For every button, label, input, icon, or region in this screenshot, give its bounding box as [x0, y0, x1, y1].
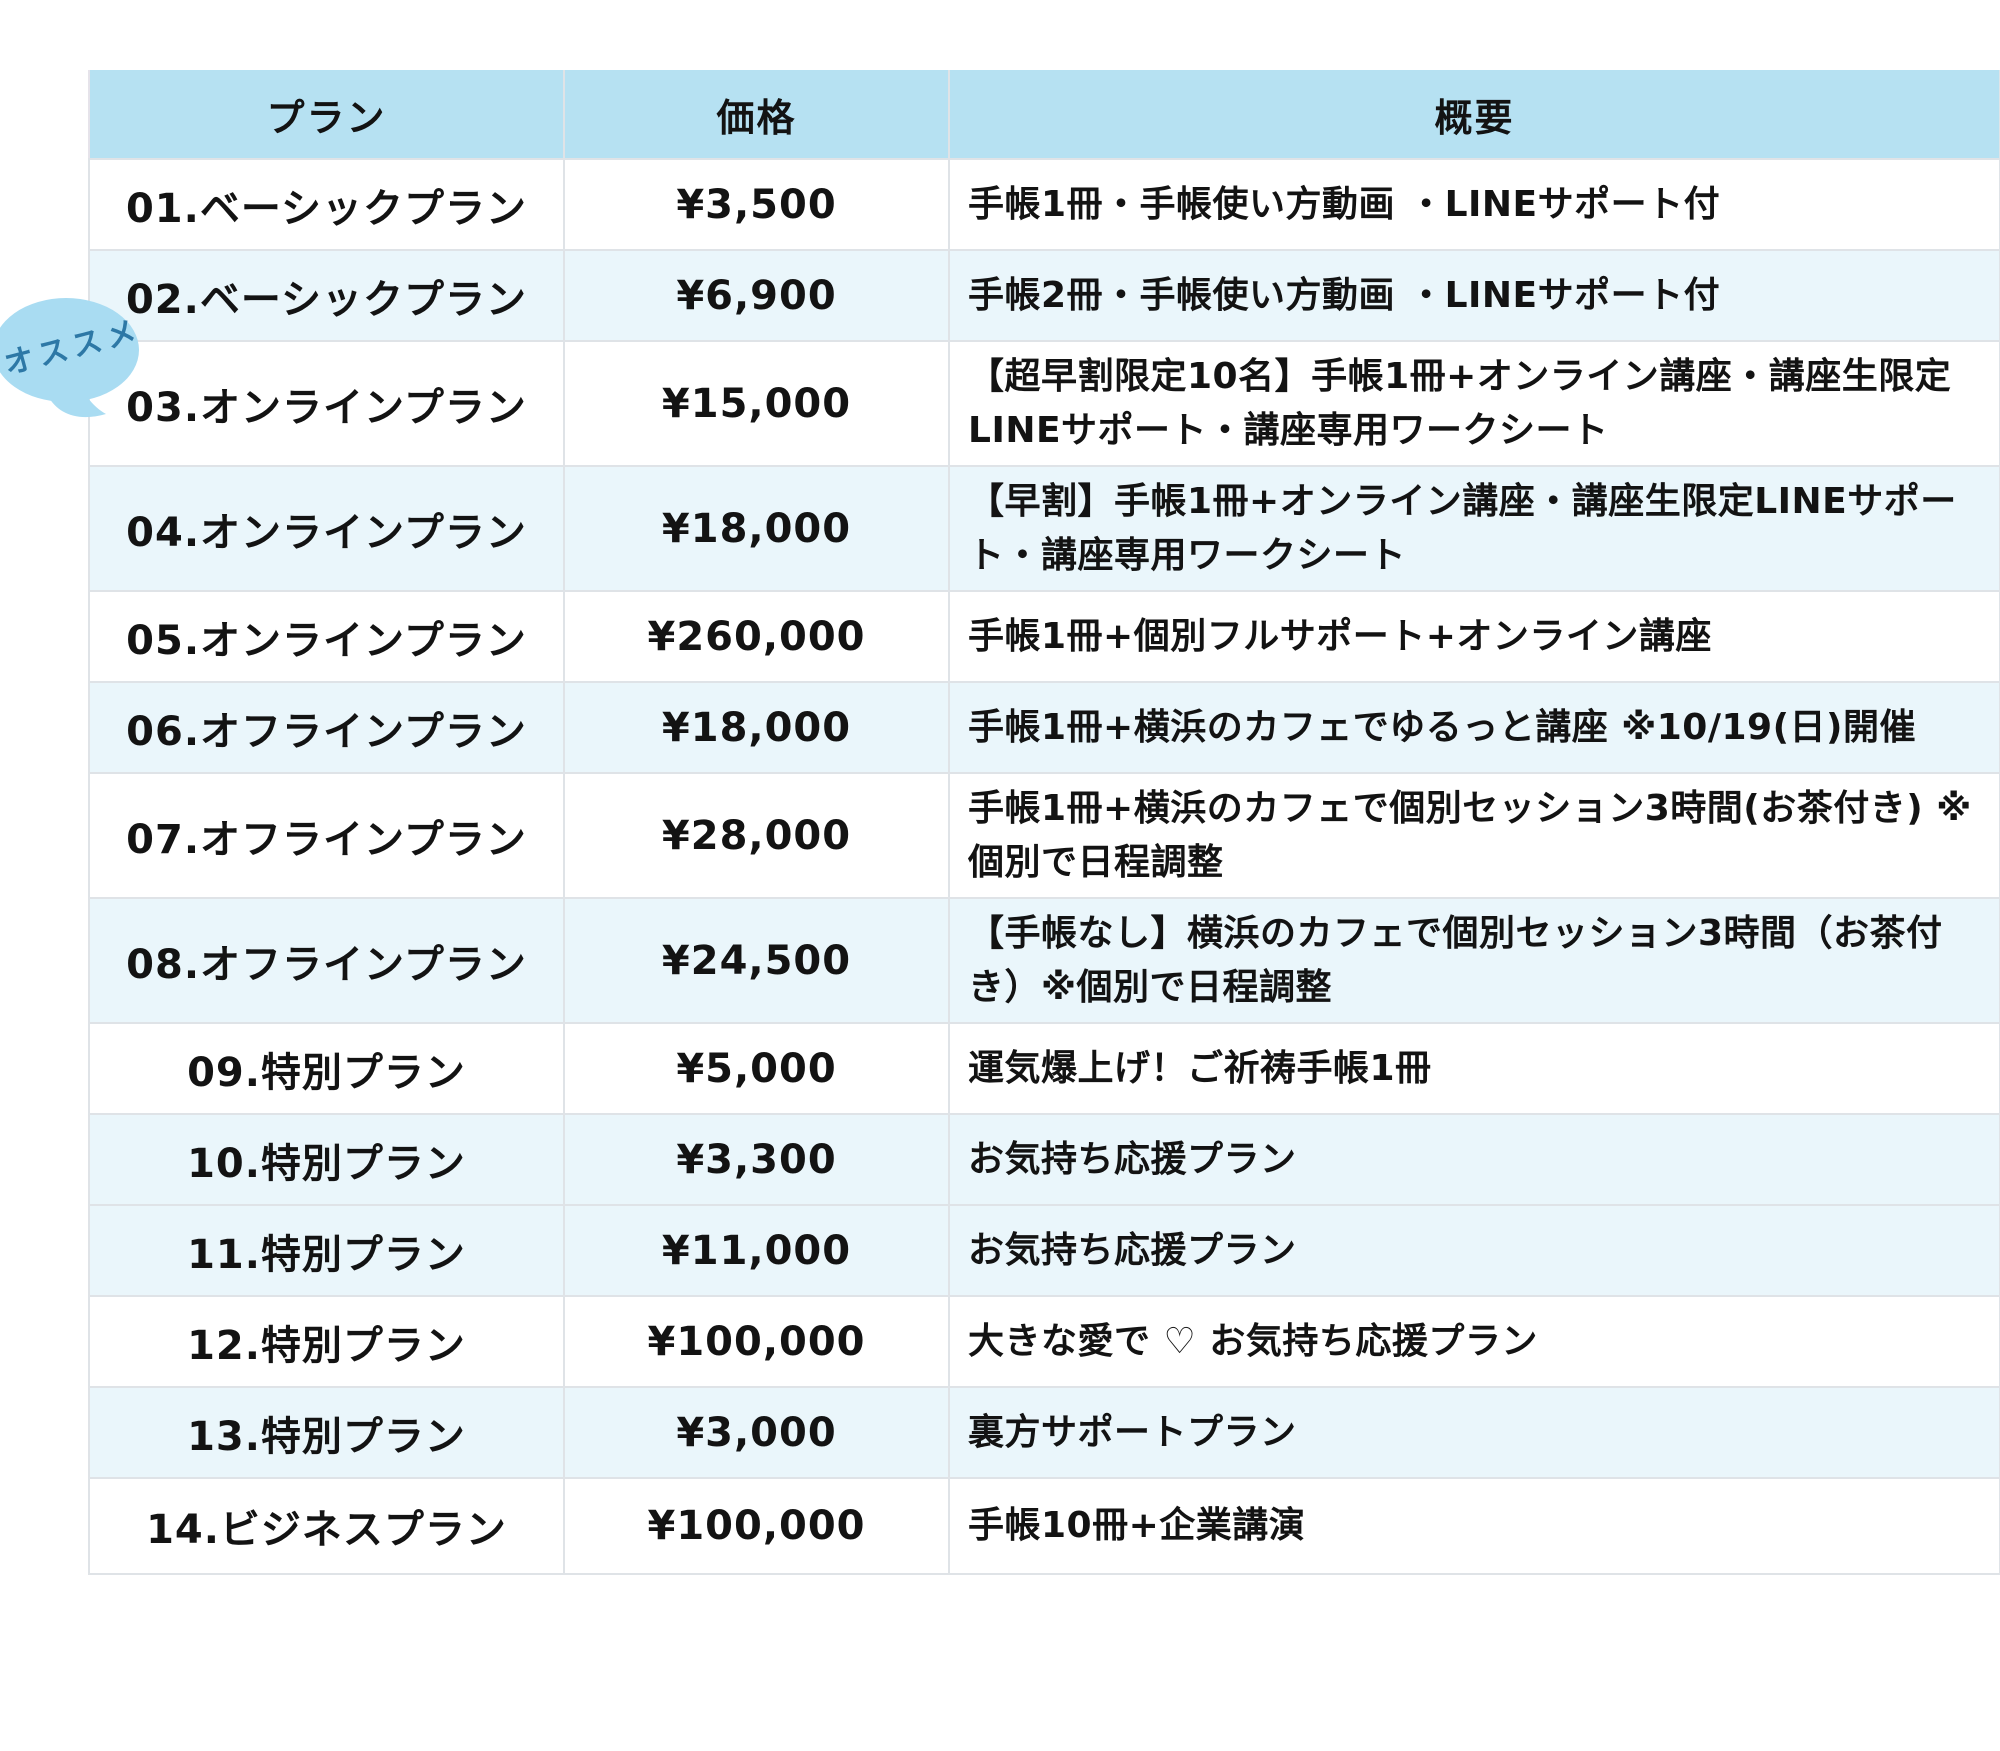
- plan-cell: 10.特別プラン: [88, 1113, 565, 1206]
- summary-cell: 【早割】手帳1冊+オンライン講座・講座生限定LINEサポート・講座専用ワークシー…: [948, 465, 2000, 592]
- price-cell: ¥260,000: [563, 590, 950, 683]
- table-row: 09.特別プラン ¥5,000 運気爆上げ！ご祈祷手帳1冊: [88, 1022, 2000, 1115]
- table-row: 12.特別プラン ¥100,000 大きな愛で ♡ お気持ち応援プラン: [88, 1295, 2000, 1388]
- summary-cell: 大きな愛で ♡ お気持ち応援プラン: [948, 1295, 2000, 1388]
- plan-cell: 03.オンラインプラン: [88, 340, 565, 467]
- summary-cell: 【超早割限定10名】手帳1冊+オンライン講座・講座生限定LINEサポート・講座専…: [948, 340, 2000, 467]
- header-row: プラン 価格 概要: [88, 70, 2000, 160]
- summary-cell: 裏方サポートプラン: [948, 1386, 2000, 1479]
- table-row: 01.ベーシックプラン ¥3,500 手帳1冊・手帳使い方動画 ・LINEサポー…: [88, 158, 2000, 251]
- table-row: 03.オンラインプラン ¥15,000 【超早割限定10名】手帳1冊+オンライン…: [88, 340, 2000, 467]
- price-cell: ¥28,000: [563, 772, 950, 899]
- plan-cell: 12.特別プラン: [88, 1295, 565, 1388]
- price-cell: ¥18,000: [563, 465, 950, 592]
- table-row: 02.ベーシックプラン ¥6,900 手帳2冊・手帳使い方動画 ・LINEサポー…: [88, 249, 2000, 342]
- summary-cell: お気持ち応援プラン: [948, 1204, 2000, 1297]
- table-row: 06.オフラインプラン ¥18,000 手帳1冊+横浜のカフェでゆるっと講座 ※…: [88, 681, 2000, 774]
- plan-cell: 14.ビジネスプラン: [88, 1477, 565, 1575]
- price-cell: ¥3,000: [563, 1386, 950, 1479]
- plan-cell: 13.特別プラン: [88, 1386, 565, 1479]
- summary-cell: 【手帳なし】横浜のカフェで個別セッション3時間（お茶付き）※個別で日程調整: [948, 897, 2000, 1024]
- price-cell: ¥100,000: [563, 1477, 950, 1575]
- plan-cell: 08.オフラインプラン: [88, 897, 565, 1024]
- summary-cell: 手帳1冊+横浜のカフェでゆるっと講座 ※10/19(日)開催: [948, 681, 2000, 774]
- summary-cell: 運気爆上げ！ご祈祷手帳1冊: [948, 1022, 2000, 1115]
- table-row: 10.特別プラン ¥3,300 お気持ち応援プラン: [88, 1113, 2000, 1206]
- plan-cell: 01.ベーシックプラン: [88, 158, 565, 251]
- summary-cell: 手帳1冊+横浜のカフェで個別セッション3時間(お茶付き) ※個別で日程調整: [948, 772, 2000, 899]
- price-cell: ¥5,000: [563, 1022, 950, 1115]
- price-cell: ¥11,000: [563, 1204, 950, 1297]
- summary-cell: お気持ち応援プラン: [948, 1113, 2000, 1206]
- table-row: 07.オフラインプラン ¥28,000 手帳1冊+横浜のカフェで個別セッション3…: [88, 772, 2000, 899]
- table-row: 08.オフラインプラン ¥24,500 【手帳なし】横浜のカフェで個別セッション…: [88, 897, 2000, 1024]
- price-cell: ¥18,000: [563, 681, 950, 774]
- price-cell: ¥3,500: [563, 158, 950, 251]
- summary-cell: 手帳1冊・手帳使い方動画 ・LINEサポート付: [948, 158, 2000, 251]
- summary-cell: 手帳10冊+企業講演: [948, 1477, 2000, 1575]
- pricing-table: プラン 価格 概要 01.ベーシックプラン ¥3,500 手帳1冊・手帳使い方動…: [88, 70, 2000, 1575]
- header-plan: プラン: [88, 70, 565, 160]
- plan-cell: 11.特別プラン: [88, 1204, 565, 1297]
- price-cell: ¥6,900: [563, 249, 950, 342]
- plan-cell: 06.オフラインプラン: [88, 681, 565, 774]
- header-price: 価格: [563, 70, 950, 160]
- price-cell: ¥24,500: [563, 897, 950, 1024]
- table-row: 13.特別プラン ¥3,000 裏方サポートプラン: [88, 1386, 2000, 1479]
- plan-cell: 07.オフラインプラン: [88, 772, 565, 899]
- plan-cell: 04.オンラインプラン: [88, 465, 565, 592]
- price-cell: ¥3,300: [563, 1113, 950, 1206]
- header-summary: 概要: [948, 70, 2000, 160]
- plan-cell: 05.オンラインプラン: [88, 590, 565, 683]
- plan-cell: 09.特別プラン: [88, 1022, 565, 1115]
- plan-cell: 02.ベーシックプラン: [88, 249, 565, 342]
- price-cell: ¥15,000: [563, 340, 950, 467]
- table-row: 05.オンラインプラン ¥260,000 手帳1冊+個別フルサポート+オンライン…: [88, 590, 2000, 683]
- summary-cell: 手帳1冊+個別フルサポート+オンライン講座: [948, 590, 2000, 683]
- price-cell: ¥100,000: [563, 1295, 950, 1388]
- table-row: 04.オンラインプラン ¥18,000 【早割】手帳1冊+オンライン講座・講座生…: [88, 465, 2000, 592]
- table-row: 14.ビジネスプラン ¥100,000 手帳10冊+企業講演: [88, 1477, 2000, 1575]
- summary-cell: 手帳2冊・手帳使い方動画 ・LINEサポート付: [948, 249, 2000, 342]
- table-row: 11.特別プラン ¥11,000 お気持ち応援プラン: [88, 1204, 2000, 1297]
